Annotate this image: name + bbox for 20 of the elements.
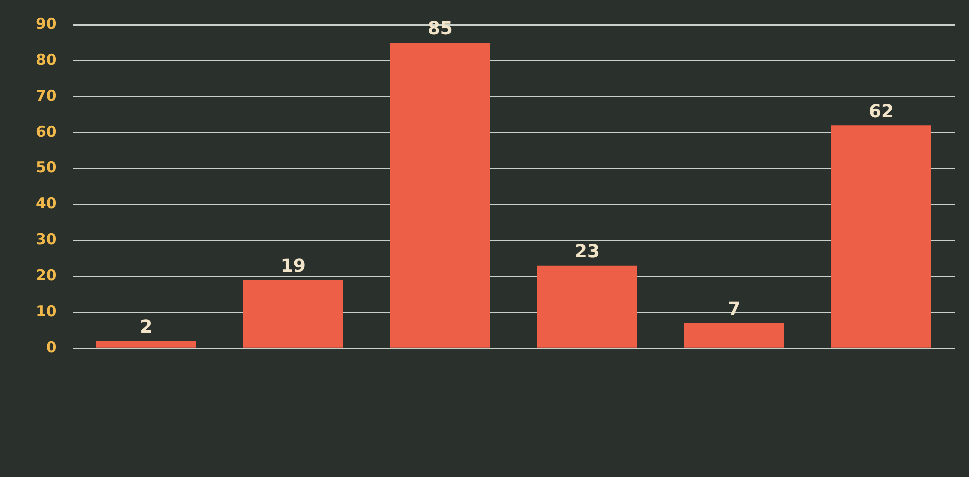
y-tick-label: 80 — [36, 50, 57, 69]
y-tick-label: 20 — [36, 266, 57, 285]
data-label: 23 — [574, 242, 600, 263]
bar — [684, 323, 784, 348]
y-tick-label: 90 — [36, 14, 57, 33]
y-tick-label: 10 — [36, 302, 57, 321]
data-label: 19 — [280, 256, 306, 277]
bar — [537, 266, 638, 348]
bar — [390, 42, 490, 348]
data-label: 2 — [140, 317, 153, 338]
y-tick-label: 70 — [36, 86, 57, 105]
y-tick-label: 40 — [36, 194, 57, 213]
y-tick-label: 60 — [36, 122, 57, 141]
bar — [243, 280, 344, 348]
bar — [96, 341, 196, 348]
y-tick-label: 0 — [46, 338, 57, 356]
y-tick-label: 50 — [36, 158, 57, 177]
y-tick-label: 30 — [36, 230, 57, 249]
data-label: 62 — [868, 101, 894, 122]
bar — [832, 126, 932, 348]
